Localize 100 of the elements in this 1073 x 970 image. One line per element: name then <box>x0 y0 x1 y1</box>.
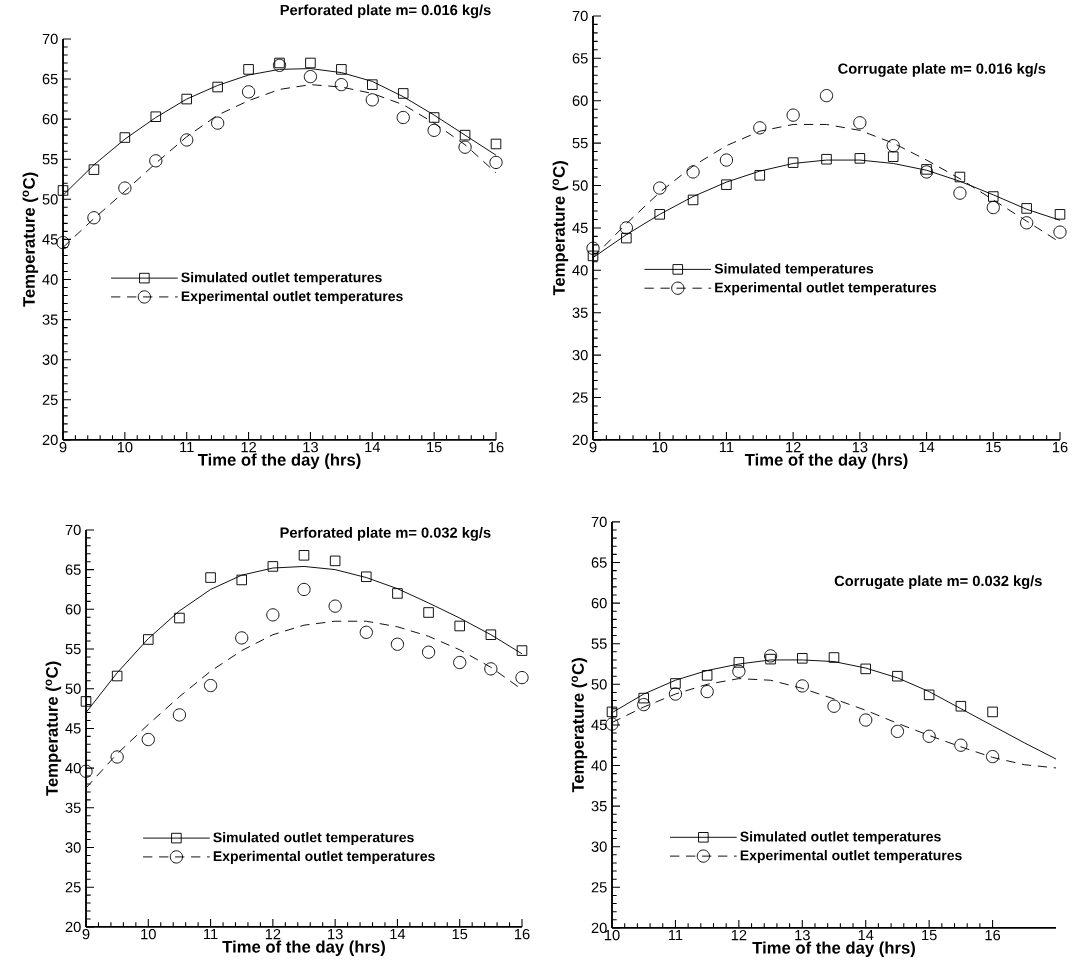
y-tick-label: 35 <box>591 800 607 812</box>
y-tick-label: 20 <box>572 434 588 446</box>
point <box>922 729 936 743</box>
x-axis-title: Time of the day (hrs) <box>752 941 915 958</box>
y-tick-label: 55 <box>65 643 81 655</box>
x-tick-label: 16 <box>985 930 1001 941</box>
point <box>637 698 651 712</box>
point <box>1054 209 1066 220</box>
y-tick-label: 20 <box>591 922 607 934</box>
point <box>428 112 440 123</box>
point <box>733 657 745 668</box>
legend-label: Experimental outlet temperatures <box>715 282 937 296</box>
point <box>985 750 1000 764</box>
point <box>515 671 529 685</box>
point <box>954 171 966 183</box>
legend-label: Experimental outlet temperatures <box>740 850 962 864</box>
x-tick-label: 13 <box>328 929 343 940</box>
point <box>203 678 218 693</box>
x-tick-label: 14 <box>390 929 406 940</box>
x-tick-label: 9 <box>82 929 90 940</box>
x-tick-label: 15 <box>986 442 1001 453</box>
y-tick-label: 65 <box>42 73 58 85</box>
y-tick-label: 35 <box>42 314 58 325</box>
x-tick-label: 16 <box>488 442 504 453</box>
point <box>719 153 734 167</box>
y-tick-label: 40 <box>42 274 58 285</box>
point <box>143 634 154 645</box>
legend-label: Simulated temperatures <box>714 263 874 277</box>
y-tick-label: 25 <box>591 882 607 893</box>
x-tick-label: 12 <box>786 442 801 453</box>
point <box>305 57 316 69</box>
point <box>654 209 665 220</box>
y-tick-label: 50 <box>42 194 58 205</box>
point <box>988 191 999 202</box>
point <box>87 211 101 225</box>
point <box>890 724 905 739</box>
point <box>819 89 834 103</box>
point <box>763 649 778 663</box>
point <box>150 111 162 123</box>
point <box>619 221 633 235</box>
x-tick-label: 13 <box>303 442 318 453</box>
x-tick-label: 11 <box>180 442 194 453</box>
point <box>267 561 279 572</box>
point <box>110 750 124 764</box>
point <box>621 232 632 244</box>
point <box>485 629 497 641</box>
x-tick-label: 12 <box>241 442 256 453</box>
y-tick-label: 45 <box>572 222 588 234</box>
point <box>80 696 92 707</box>
y-tick-label: 35 <box>65 802 81 814</box>
point <box>687 194 699 206</box>
point <box>923 689 935 701</box>
point <box>1021 203 1032 214</box>
point <box>919 165 934 179</box>
x-tick-label: 12 <box>731 930 747 941</box>
point <box>987 706 998 718</box>
point <box>243 64 254 75</box>
point <box>1020 216 1034 230</box>
point <box>953 186 967 200</box>
y-tick-label: 60 <box>591 597 607 609</box>
point <box>241 85 256 99</box>
point <box>701 670 713 681</box>
point <box>141 732 155 747</box>
point <box>828 652 840 663</box>
point <box>1053 225 1067 239</box>
point <box>606 706 618 718</box>
point <box>854 153 866 164</box>
x-axis-title: Time of the day (hrs) <box>222 940 385 957</box>
point <box>427 123 441 137</box>
y-axis-title: Temperature ($^{o}$C) <box>571 658 588 793</box>
point <box>329 555 341 567</box>
point <box>586 241 600 255</box>
point <box>954 738 968 752</box>
y-tick-label: 65 <box>65 564 81 575</box>
point <box>390 637 405 651</box>
point <box>236 574 247 586</box>
y-tick-label: 20 <box>42 434 58 446</box>
y-tick-label: 40 <box>572 265 588 276</box>
x-axis-title: Time of the day (hrs) <box>197 453 361 470</box>
x-tick-label: 10 <box>652 442 668 453</box>
point <box>886 139 900 153</box>
point <box>765 653 776 665</box>
point <box>795 679 809 693</box>
point <box>359 625 373 639</box>
x-tick-label: 9 <box>589 442 597 453</box>
point <box>921 164 932 175</box>
point <box>298 550 310 561</box>
point <box>272 58 287 73</box>
point <box>653 181 667 195</box>
y-axis-title: Temperature ($^{o}$C) <box>45 661 62 796</box>
point <box>732 664 746 678</box>
x-tick-label: 12 <box>265 929 281 940</box>
x-tick-label: 13 <box>795 930 810 941</box>
point <box>459 129 471 141</box>
x-tick-label: 10 <box>117 442 133 453</box>
point <box>955 701 967 712</box>
y-tick-label: 45 <box>591 719 607 731</box>
y-tick-label: 45 <box>65 723 81 734</box>
legend-label: Simulated outlet temperatures <box>213 832 414 846</box>
x-tick-label: 16 <box>514 929 530 940</box>
